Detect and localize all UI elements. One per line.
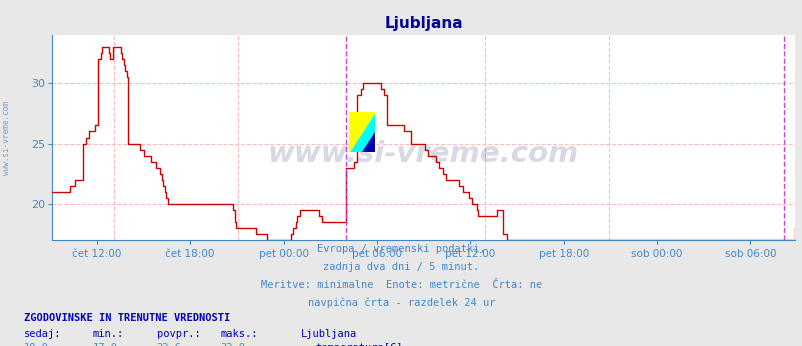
Text: 17,0: 17,0: [92, 343, 117, 346]
Text: maks.:: maks.:: [221, 329, 258, 339]
Text: 22,6: 22,6: [156, 343, 181, 346]
Text: Ljubljana: Ljubljana: [301, 329, 357, 339]
Text: povpr.:: povpr.:: [156, 329, 200, 339]
Text: temperatura[C]: temperatura[C]: [315, 343, 403, 346]
Text: www.si-vreme.com: www.si-vreme.com: [2, 101, 11, 175]
Text: Evropa / vremenski podatki,: Evropa / vremenski podatki,: [317, 244, 485, 254]
Text: navpična črta - razdelek 24 ur: navpična črta - razdelek 24 ur: [307, 298, 495, 308]
Text: sedaj:: sedaj:: [24, 329, 62, 339]
Text: ZGODOVINSKE IN TRENUTNE VREDNOSTI: ZGODOVINSKE IN TRENUTNE VREDNOSTI: [24, 313, 230, 323]
Text: zadnja dva dni / 5 minut.: zadnja dva dni / 5 minut.: [323, 262, 479, 272]
Polygon shape: [349, 112, 375, 152]
Text: 32,0: 32,0: [221, 343, 245, 346]
Text: www.si-vreme.com: www.si-vreme.com: [268, 140, 578, 168]
Title: Ljubljana: Ljubljana: [384, 16, 462, 31]
Polygon shape: [349, 112, 375, 152]
Text: min.:: min.:: [92, 329, 124, 339]
Text: Meritve: minimalne  Enote: metrične  Črta: ne: Meritve: minimalne Enote: metrične Črta:…: [261, 280, 541, 290]
Text: 18,0: 18,0: [24, 343, 49, 346]
Polygon shape: [362, 132, 375, 152]
